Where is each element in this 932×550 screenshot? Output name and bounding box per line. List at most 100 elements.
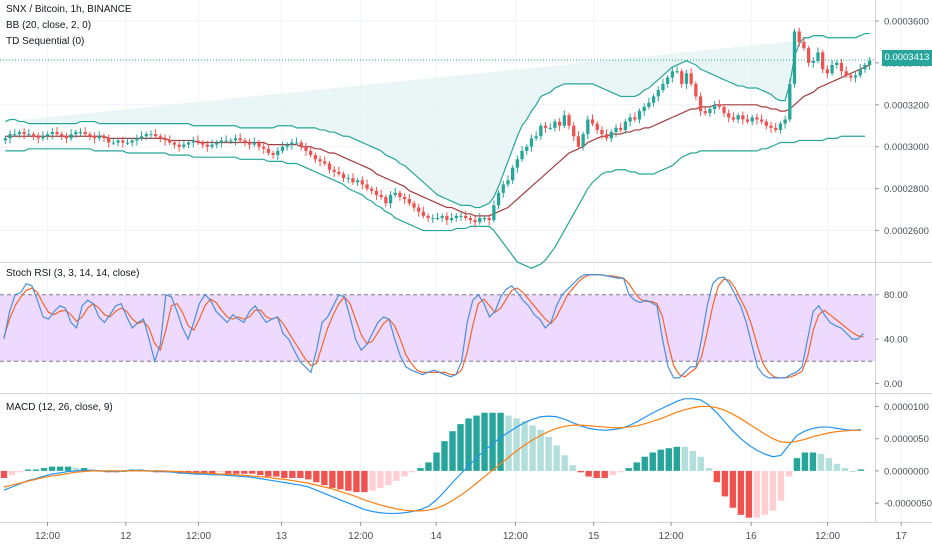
macd-histogram-bar [689,451,696,471]
candle-body [745,119,750,122]
price-axis-label: 0.0003600 [884,16,929,27]
candle-body [614,127,618,133]
candle-body [478,217,482,223]
price-axis-label: 0.0003200 [884,100,929,111]
macd-histogram-bar [561,455,568,471]
candle-body [88,134,92,137]
macd-histogram-bar [713,470,721,483]
macd-histogram-bar [521,421,528,471]
candle-body [31,134,36,137]
candle-body [200,142,205,145]
candle-body [172,142,177,145]
candle-body [623,121,628,130]
candle-body [266,148,271,154]
candle-body [55,132,59,135]
candle-body [755,117,759,120]
macd-histogram-bar [241,470,248,474]
macd-histogram-bar [80,468,88,471]
macd-histogram-bar [305,470,312,480]
stoch-axis-label: 0.00 [884,379,903,390]
last-price-tag: 0.0003413 [882,50,932,66]
candle-body [50,132,54,135]
macd-histogram-bar [737,470,745,515]
candle-body [783,119,787,124]
candle-body [511,167,515,181]
macd-histogram-bar [593,470,600,478]
td-indicator-label[interactable]: TD Sequential (0) [6,36,85,47]
macd-histogram-bar [753,470,761,518]
macd-histogram-bar [361,470,368,493]
candle-body [111,142,116,144]
candle-body [294,142,299,144]
price-axis-label: 0.0002800 [884,184,929,195]
time-axis-label: 12:00 [815,531,840,542]
candle-body [557,121,562,126]
candle-body [576,136,581,147]
candle-body [276,150,280,156]
macd-histogram-bar [513,418,520,471]
candle-body [619,127,623,130]
candle-body [3,138,7,141]
candle-body [562,115,566,126]
candle-body [97,136,101,139]
candle-body [703,111,707,114]
candle-body [666,77,670,84]
candle-body [487,217,491,221]
candle-body [374,190,379,195]
macd-histogram-bar [337,470,344,490]
macd-histogram-bar [545,436,552,471]
candle-body [210,144,214,147]
macd-histogram-bar [649,452,656,471]
candle-body [177,144,181,147]
candle-body [121,140,125,143]
macd-histogram-bar [217,470,224,473]
candle-body [290,142,294,145]
time-axis-label: 14 [431,531,443,542]
macd-axis-label: 0.0000050 [884,434,929,445]
macd-histogram-bar [72,468,80,471]
candle-body [215,142,219,145]
candle-body [144,134,148,137]
candle-body [651,96,656,103]
candle-body [778,123,783,130]
candle-body [22,132,26,135]
candle-body [154,134,158,137]
candle-body [17,132,22,135]
candle-body [74,132,78,135]
candle-body [684,73,689,84]
macd-histogram-bar [225,470,232,474]
symbol-title: SNX / Bitcoin, 1h, BINANCE [6,4,132,15]
macd-label[interactable]: MACD (12, 26, close, 9) [6,402,113,413]
candle-body [492,205,496,221]
candle-body [285,144,289,147]
macd-axis-label: -0.0000050 [884,499,932,510]
candle-body [628,117,632,122]
candle-body [515,159,519,168]
bb-indicator-label[interactable]: BB (20, close, 2, 0) [6,20,92,31]
macd-histogram-bar [297,470,304,478]
macd-histogram-bar [345,470,352,491]
candle-body [360,180,364,185]
candle-body [482,217,487,219]
macd-histogram-bar [449,431,456,471]
candle-body [313,155,318,160]
candle-body [238,138,242,141]
stoch-rsi-label[interactable]: Stoch RSI (3, 3, 14, 14, close) [6,268,140,279]
candle-body [421,211,426,216]
candle-body [13,134,17,136]
candle-body [844,71,848,76]
candle-body [102,136,106,139]
candle-body [468,217,473,221]
candle-body [125,142,130,144]
candle-body [741,115,745,120]
macd-histogram-bar [625,468,632,471]
candle-body [64,136,69,139]
candle-body [78,132,83,134]
candle-body [774,127,778,130]
candle-body [445,215,449,221]
candle-body [182,144,186,147]
macd-histogram-bar [281,470,288,478]
candle-body [243,140,247,143]
